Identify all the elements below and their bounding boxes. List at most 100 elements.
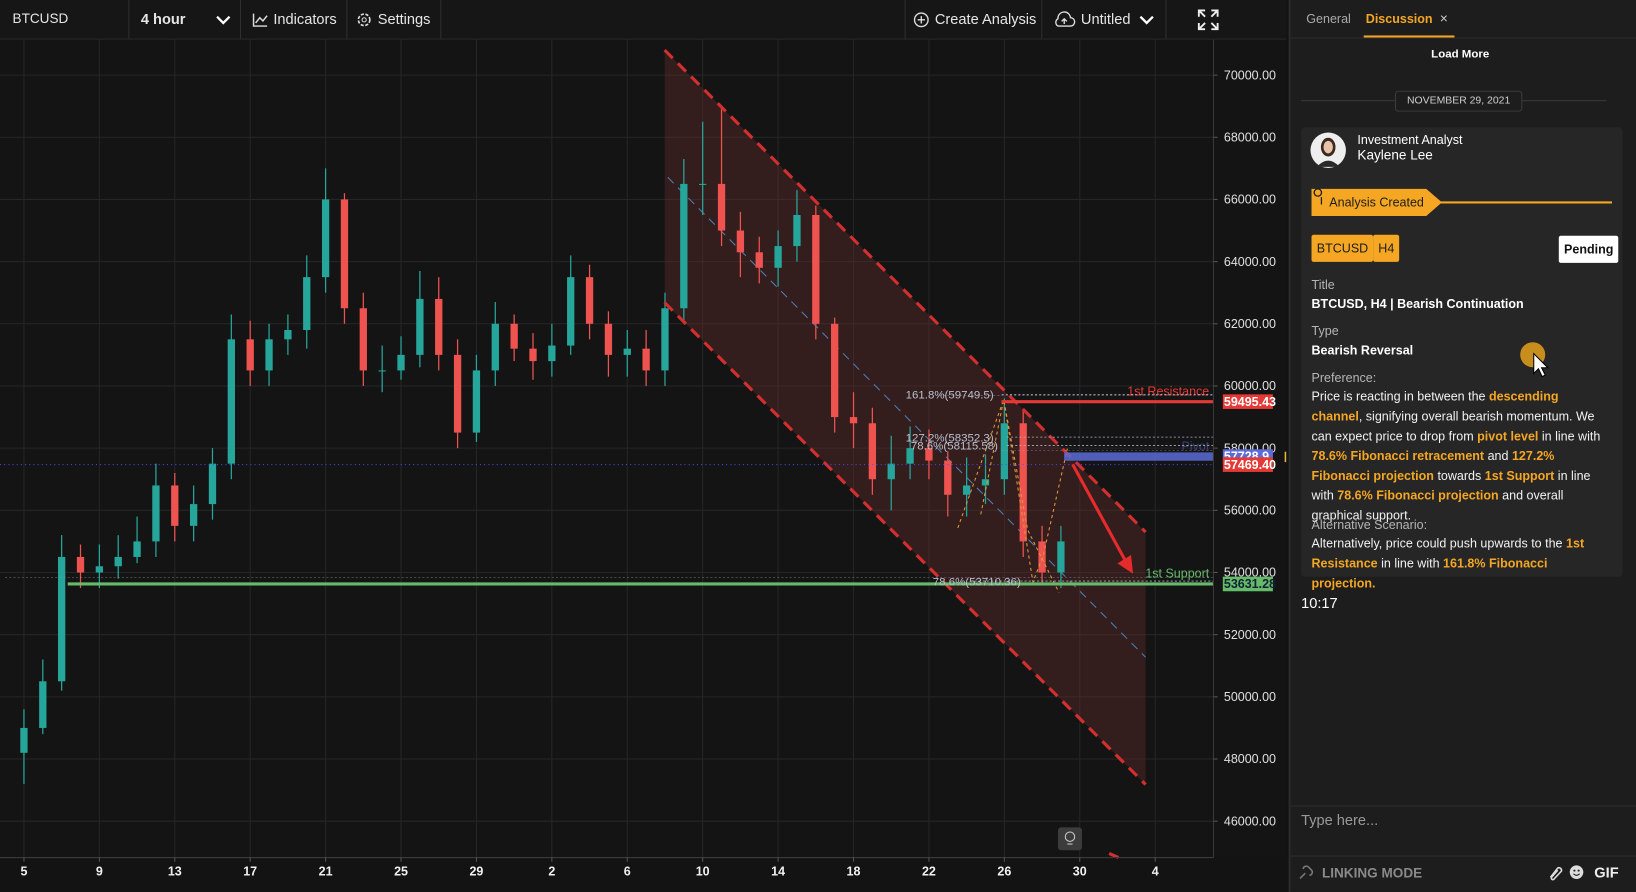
candle-body [359, 308, 367, 371]
tab-close[interactable]: × [1439, 10, 1448, 27]
fib-label: 161.8%(59749.5) [906, 390, 994, 402]
candle-body [548, 345, 556, 362]
symbol[interactable]: BTCUSD [12, 10, 69, 27]
fib-label: 127.2%(58352.3) [906, 432, 994, 444]
x-tick-label: 18 [847, 864, 861, 878]
tab[interactable]: General [1306, 11, 1351, 27]
candle-body [529, 348, 537, 362]
highlight-text: 161.8% Fibonacci projection. [1311, 556, 1548, 591]
candle-body [981, 479, 990, 486]
candle-body [378, 370, 386, 372]
cloud-icon [1055, 11, 1076, 27]
text: in line with [1538, 428, 1601, 444]
candle-body [887, 463, 895, 480]
fullscreen-icon[interactable] [1197, 8, 1220, 31]
highlight-text: 1st Support [1484, 468, 1555, 484]
candle-body [755, 252, 763, 268]
interval[interactable]: 4 hour [140, 10, 186, 28]
status-ribbon [1311, 188, 1613, 216]
candle-body [604, 323, 613, 355]
layout-name[interactable]: Untitled [1080, 10, 1131, 28]
highlight-text: 78.6% Fibonacci projection [1337, 488, 1499, 503]
candles [20, 106, 1065, 784]
y-tick-label: 60000.00 [1224, 379, 1276, 393]
create-analysis-button[interactable]: Create Analysis [934, 10, 1037, 28]
text: , signifying overall bearish momentum. W… [1311, 408, 1595, 444]
alternative-text: Alternatively, price could push upwards … [1312, 534, 1604, 593]
candle-body [962, 485, 971, 495]
chevron-icon[interactable] [215, 13, 232, 28]
x-tick-label: 17 [243, 864, 257, 878]
candle-body [510, 323, 518, 349]
candle-body [567, 277, 575, 346]
candle-body [793, 214, 801, 247]
resize-handle[interactable] [1284, 451, 1287, 463]
candle-body [58, 556, 66, 682]
candle-body [208, 463, 217, 505]
x-tick-label: 22 [922, 864, 936, 878]
channel-fill [664, 50, 1146, 785]
candle-body [661, 308, 669, 371]
chevron-icon[interactable] [1138, 13, 1155, 28]
status-badge: Pending [1558, 235, 1619, 263]
load-more[interactable]: Load More [1431, 47, 1490, 61]
channel-lower [663, 301, 1147, 786]
candle-body [944, 460, 952, 495]
preference-text: Price is reacting in between the descend… [1312, 387, 1604, 526]
y-tick-label: 66000.00 [1224, 193, 1276, 207]
text: and overall graphical support. [1311, 488, 1564, 523]
gif-button[interactable]: GIF [1594, 863, 1619, 881]
y-tick-label: 52000.00 [1224, 628, 1276, 642]
candle-body [868, 423, 877, 480]
candle-body [1000, 423, 1009, 480]
candle-body [699, 183, 707, 185]
side-panel: General Discussion × Load More NOVEMBER … [1288, 0, 1636, 892]
field-label: Alternative Scenario: [1311, 517, 1428, 533]
candle-body [623, 348, 631, 355]
composer-icons[interactable] [1544, 862, 1598, 883]
candle-body [246, 339, 254, 371]
text: in line with [1377, 556, 1444, 571]
candle-body [906, 448, 914, 464]
field-value: BTCUSD, H4 | Bearish Continuation [1311, 296, 1524, 311]
x-tick-label: 13 [168, 864, 182, 878]
text: in line with [1311, 468, 1591, 503]
candle-body [774, 246, 782, 268]
linking-mode[interactable]: LINKING MODE [1321, 864, 1423, 881]
y-tick-label: 54000.00 [1224, 566, 1276, 580]
channel-stub [1108, 851, 1120, 859]
text: Price is reacting in between the [1311, 389, 1489, 404]
analysis-card: Investment Analyst Kaylene Lee Analysis … [1301, 127, 1623, 590]
tab-active[interactable]: Discussion [1365, 11, 1433, 27]
divider [1290, 805, 1636, 807]
x-tick-label: 2 [548, 864, 555, 878]
harmonic-pattern [957, 399, 1068, 585]
settings-button[interactable]: Settings [377, 10, 431, 28]
field-label: Type [1311, 323, 1339, 339]
candle-body [95, 566, 104, 573]
indicators-icon [252, 13, 268, 27]
idea-button[interactable] [1057, 827, 1082, 851]
candle-body [340, 199, 349, 309]
level-label: 1st Support [1145, 567, 1209, 581]
candle-body [171, 485, 179, 526]
x-tick-label: 4 [1152, 864, 1159, 878]
x-tick-label: 25 [394, 864, 408, 878]
message-input[interactable]: Type here... [1301, 811, 1379, 829]
cursor [1520, 342, 1550, 378]
candle-body [491, 323, 499, 371]
channel-upper [663, 48, 1147, 534]
indicators-button[interactable]: Indicators [273, 10, 337, 28]
highlight-text: descending channel [1311, 389, 1559, 424]
axes: 46000.00 48000.00 50000.00 52000.00 54000.00… [20, 68, 1276, 878]
text: and [1484, 448, 1512, 464]
candle-body [321, 199, 330, 278]
y-tick-label: 70000.00 [1224, 68, 1276, 82]
fib-label: 78.6%(58115.58) [911, 441, 998, 453]
candle-body [397, 354, 405, 371]
highlight-text: pivot level [1477, 428, 1539, 444]
x-tick-label: 30 [1073, 864, 1087, 878]
price-axis [1213, 39, 1287, 858]
field-label: Title [1311, 277, 1335, 293]
